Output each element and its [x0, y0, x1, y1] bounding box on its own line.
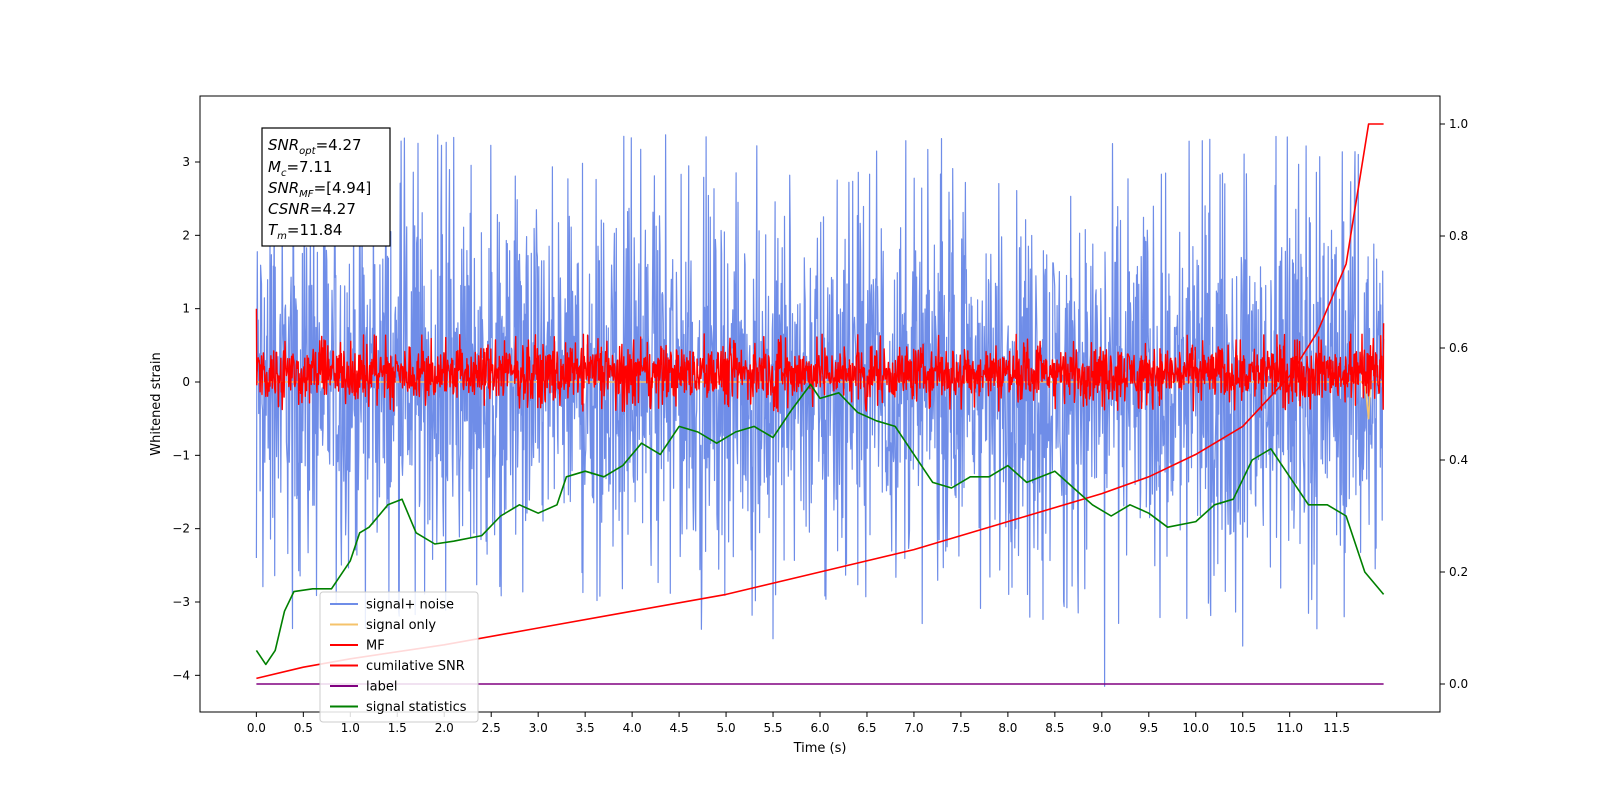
y2-tick-label: 0.2: [1449, 565, 1468, 579]
annotation-line: CSNR=4.27: [268, 200, 356, 218]
legend-label: MF: [366, 639, 385, 654]
y-tick-label: −4: [172, 668, 190, 682]
x-tick-label: 2.5: [482, 721, 501, 735]
legend: signal+ noise signal only MF cumilative SNR…: [319, 591, 479, 723]
y2-tick-label: 1.0: [1449, 117, 1468, 131]
x-tick-label: 4.5: [670, 721, 689, 735]
legend-label: signal statistics: [366, 700, 467, 715]
annotation-box: SNRopt=4.27 Mc=7.11 SNRMF=[4.94] CSNR=4.…: [261, 127, 391, 247]
x-tick-label: 7.5: [951, 721, 970, 735]
annotation-line: Mc=7.11: [268, 158, 332, 179]
legend-label: label: [366, 680, 397, 695]
x-tick-label: 8.5: [1045, 721, 1064, 735]
x-tick-label: 11.5: [1323, 721, 1350, 735]
x-axis-label: Time (s): [793, 741, 847, 756]
x-tick-label: 3.0: [529, 721, 548, 735]
x-tick-label: 3.5: [576, 721, 595, 735]
x-tick-label: 6.5: [857, 721, 876, 735]
series-line-5: [255, 383, 1385, 666]
y-tick-label: −2: [172, 522, 190, 536]
legend-label: cumilative SNR: [366, 659, 465, 674]
x-tick-label: 10.5: [1229, 721, 1256, 735]
x-tick-label: 1.5: [388, 721, 407, 735]
y-tick-label: −1: [172, 448, 190, 462]
series-line-2: [255, 308, 1385, 413]
annotation-line: SNRMF=[4.94]: [268, 179, 371, 200]
x-tick-label: 9.0: [1092, 721, 1111, 735]
x-tick-label: 0.5: [294, 721, 313, 735]
x-tick-label: 5.0: [717, 721, 736, 735]
y-tick-label: 1: [182, 302, 190, 316]
y2-tick-label: 0.0: [1449, 677, 1468, 691]
legend-label: signal+ noise: [366, 598, 454, 613]
x-tick-label: 6.0: [810, 721, 829, 735]
x-tick-label: 5.5: [763, 721, 782, 735]
x-tick-label: 1.0: [341, 721, 360, 735]
y2-tick-label: 0.4: [1449, 453, 1468, 467]
legend-label: signal only: [366, 618, 436, 633]
x-tick-label: 9.5: [1139, 721, 1158, 735]
annotation-line: Tm=11.84: [268, 221, 342, 242]
y2-tick-label: 0.6: [1449, 341, 1468, 355]
y-axis-label: Whitened strain: [149, 352, 164, 455]
y2-tick-label: 0.8: [1449, 229, 1468, 243]
y-tick-label: 0: [182, 375, 190, 389]
axes-layer: 0.0 0.5 1.0 1.5 2.0 2.5 3.0 3.5 4.0 4.5 5.0 5.5 6.0 6…: [172, 117, 1468, 735]
annotation-line: SNRopt=4.27: [268, 136, 362, 157]
x-tick-label: 11.0: [1276, 721, 1303, 735]
y-tick-label: 3: [182, 155, 190, 169]
x-tick-label: 8.0: [998, 721, 1017, 735]
y-tick-label: 2: [182, 228, 190, 242]
x-tick-label: 0.0: [247, 721, 266, 735]
y-tick-label: −3: [172, 595, 190, 609]
x-tick-label: 7.0: [904, 721, 923, 735]
x-tick-label: 2.0: [435, 721, 454, 735]
x-tick-label: 4.0: [623, 721, 642, 735]
x-tick-label: 10.0: [1182, 721, 1209, 735]
